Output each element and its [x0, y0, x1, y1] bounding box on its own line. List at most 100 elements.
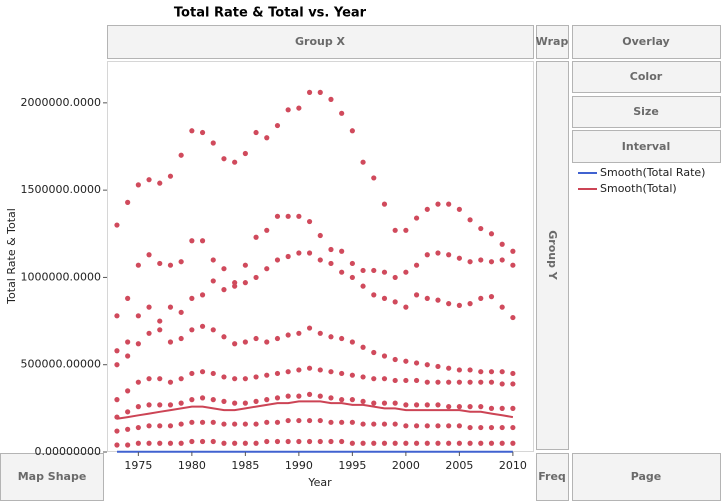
zone-box[interactable]: [572, 25, 721, 59]
point: [306, 325, 313, 331]
point: [478, 440, 484, 446]
size-zone[interactable]: Size: [572, 96, 721, 128]
point: [264, 397, 270, 403]
point: [285, 417, 291, 424]
point: [167, 339, 174, 345]
point: [499, 405, 505, 411]
smooth-line: [116, 400, 514, 420]
point: [371, 440, 377, 446]
point: [232, 159, 238, 165]
point: [478, 379, 484, 385]
point: [274, 213, 281, 219]
point: [242, 421, 248, 427]
point: [467, 259, 473, 265]
point: [189, 238, 195, 244]
zone-box[interactable]: [536, 25, 569, 59]
point: [403, 304, 409, 310]
group-y-zone[interactable]: Group Y: [536, 61, 569, 450]
point: [381, 201, 388, 207]
point: [456, 302, 462, 308]
zone-box[interactable]: [572, 453, 721, 501]
point: [371, 376, 377, 382]
point: [360, 374, 366, 380]
point: [146, 304, 152, 310]
legend-label: Smooth(Total Rate): [600, 166, 705, 179]
point: [488, 379, 495, 385]
y-tick-label: 1500000.0000: [21, 183, 101, 196]
point: [317, 257, 323, 263]
point: [125, 295, 131, 301]
point: [456, 255, 462, 261]
point: [435, 363, 441, 370]
point: [306, 438, 313, 445]
map-shape-zone[interactable]: Map Shape: [0, 453, 104, 501]
point: [125, 353, 131, 359]
zone-box[interactable]: [572, 96, 721, 128]
point: [296, 330, 302, 336]
point: [349, 128, 355, 134]
point: [424, 362, 430, 368]
point: [424, 423, 430, 429]
point: [435, 402, 441, 408]
point: [189, 419, 195, 425]
group-x-zone[interactable]: Group X: [107, 25, 534, 59]
color-zone[interactable]: Color: [572, 61, 721, 93]
point: [264, 372, 270, 378]
point: [349, 260, 355, 267]
zone-box[interactable]: [536, 453, 569, 501]
point: [328, 419, 334, 425]
zone-box[interactable]: [572, 61, 721, 93]
zone-box[interactable]: [0, 453, 104, 501]
zone-label: Group Y: [546, 230, 559, 281]
point: [157, 376, 163, 382]
overlay-zone[interactable]: Overlay: [572, 25, 721, 59]
point: [157, 402, 163, 408]
point: [114, 348, 120, 354]
point: [189, 295, 195, 301]
zone-box[interactable]: [107, 25, 534, 59]
point: [253, 421, 259, 427]
point: [146, 402, 152, 408]
point: [221, 287, 227, 293]
point: [456, 404, 462, 410]
point: [178, 309, 184, 315]
point: [296, 438, 302, 445]
point: [381, 376, 388, 382]
y-tick-label: 500000.00000: [21, 358, 101, 371]
point: [403, 227, 409, 233]
point: [253, 440, 259, 446]
point: [371, 400, 377, 406]
point: [157, 423, 163, 429]
x-tick-label: 1980: [178, 459, 206, 472]
point: [381, 295, 388, 301]
point: [264, 135, 270, 141]
page-zone[interactable]: Page: [572, 453, 721, 501]
zone-box[interactable]: [572, 130, 721, 163]
point: [114, 362, 120, 368]
x-tick-label: 1995: [338, 459, 366, 472]
point: [199, 129, 206, 136]
point: [435, 201, 441, 207]
point: [296, 250, 302, 256]
point: [189, 438, 195, 445]
point: [317, 393, 323, 399]
zone-box[interactable]: [536, 61, 569, 450]
zone-label: Overlay: [622, 35, 669, 48]
point: [199, 292, 206, 298]
freq-zone[interactable]: Freq: [536, 453, 569, 501]
point: [135, 341, 141, 347]
point: [435, 423, 441, 429]
x-tick-label: 1985: [231, 459, 259, 472]
point: [392, 299, 398, 305]
point: [157, 318, 163, 324]
point: [125, 199, 131, 205]
point: [413, 423, 420, 429]
point: [435, 297, 441, 303]
y-tick-label: 1000000.0000: [21, 270, 101, 283]
interval-zone[interactable]: Interval: [572, 130, 721, 163]
point: [146, 440, 152, 446]
point: [424, 295, 430, 301]
wrap-zone[interactable]: Wrap: [536, 25, 569, 59]
point: [232, 400, 238, 406]
